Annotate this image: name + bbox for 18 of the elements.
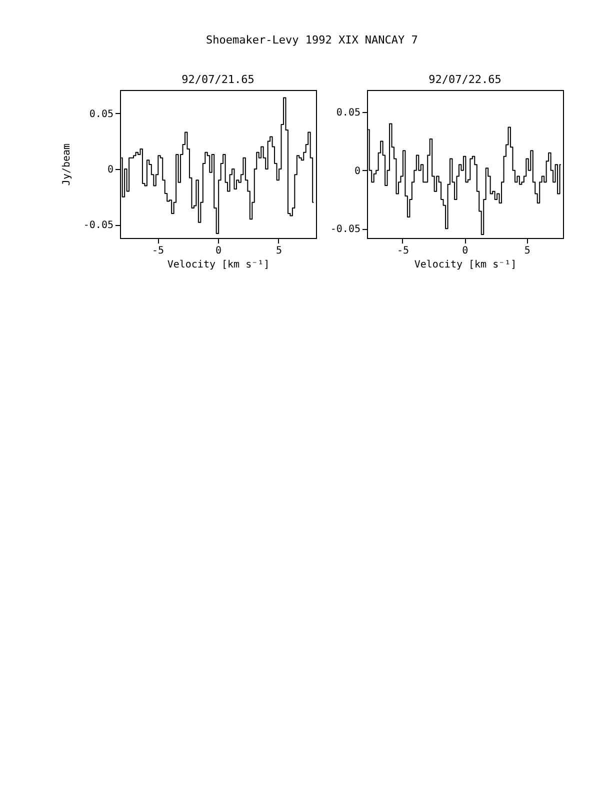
y-tick-label: 0.05 bbox=[89, 108, 114, 120]
text: Shoemaker-Levy 1992 XIX NANCAY 7 bbox=[206, 34, 418, 46]
y-axis-title: Jy/beam bbox=[61, 143, 72, 186]
x-tick-label: -5 bbox=[396, 246, 409, 256]
x-axis-title: Velocity [km s⁻¹] bbox=[167, 260, 270, 270]
x-tick-label: -5 bbox=[152, 246, 164, 256]
y-tick-label: 0 bbox=[354, 166, 360, 177]
x-tick-label: 5 bbox=[276, 246, 282, 256]
y-tick-label: -0.05 bbox=[83, 220, 114, 232]
y-tick-label: -0.05 bbox=[330, 224, 360, 236]
y-tick-label: 0.05 bbox=[336, 108, 360, 119]
x-axis-title: Velocity [km s⁻¹] bbox=[414, 260, 517, 270]
chart-title: 92/07/22.65 bbox=[428, 73, 502, 86]
x-tick-label: 0 bbox=[215, 246, 222, 256]
y-tick-label: 0 bbox=[107, 164, 114, 176]
x-tick-label: 5 bbox=[524, 246, 530, 256]
x-tick-label: 0 bbox=[462, 246, 468, 256]
chart-title: 92/07/21.65 bbox=[182, 73, 254, 86]
